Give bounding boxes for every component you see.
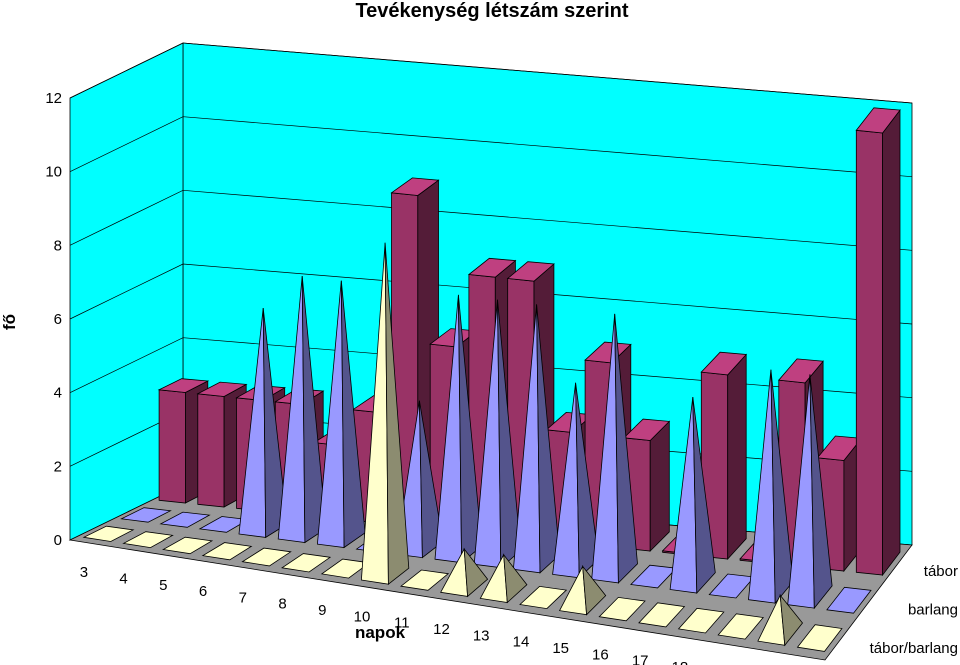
pyramid-mark [238,308,288,539]
series-label: tábor/barlang [870,640,958,657]
x-axis-title: napok [355,623,406,642]
pyramid-mark [473,299,522,569]
pyramid-mark [400,569,450,591]
bar-mark [855,107,901,577]
pyramid-mark [638,602,686,628]
x-tick-label: 9 [318,602,326,619]
series-barlang [120,275,872,614]
gridline [69,42,913,104]
series-t-bor-barlang [82,242,843,652]
x-tick-label: 14 [513,634,530,651]
x-tick-label: 18 [672,659,689,665]
pyramid-mark [161,536,214,555]
gridline [69,263,913,325]
x-tick-label: 11 [394,615,410,632]
pyramid-mark [512,304,561,574]
pyramid-mark [316,280,366,549]
y-tick-label: 6 [54,311,62,328]
chart-marks [82,107,901,652]
x-tick-label: 4 [119,571,127,588]
pyramid-mark [787,374,833,610]
pyramid-mark [241,547,292,567]
pyramid-mark [748,369,794,605]
x-tick-label: 6 [199,583,207,600]
pyramid-mark [120,507,172,523]
pyramid-mark [558,564,607,616]
y-tick-label: 8 [54,237,62,254]
pyramid-mark [277,275,327,544]
pyramid-mark [82,525,135,542]
gridline [69,189,913,251]
pyramid-mark [519,585,568,610]
y-tick-label: 0 [54,532,62,549]
pyramid-mark [757,593,804,647]
pyramid-mark [552,382,600,579]
pyramid-mark [826,586,872,614]
y-tick-label: 10 [45,164,62,181]
pyramid-mark [122,531,174,549]
pyramid-mark [159,511,211,528]
y-axis-title: fő [0,314,19,330]
y-tick-label: 4 [54,385,62,402]
pyramid-mark [440,547,489,598]
pyramid-mark [717,613,764,640]
y-tick-label: 2 [54,458,62,475]
pyramid-mark [434,294,483,564]
pyramid-mark [479,553,528,604]
x-tick-label: 5 [159,577,167,594]
x-tick-label: 15 [552,640,569,657]
pyramid-mark [201,542,253,561]
x-tick-label: 17 [632,653,649,665]
x-tick-label: 7 [239,589,247,606]
gridline [69,337,913,399]
series-label: barlang [908,602,958,619]
x-tick-label: 10 [354,608,371,625]
pyramid-mark [360,242,410,586]
x-tick-label: 16 [592,646,609,663]
y-tick-label: 12 [45,90,62,107]
pyramid-mark [591,313,638,584]
pyramid-mark [796,624,843,652]
pyramid-mark [677,607,725,634]
pyramid-mark [281,553,332,573]
chart-title: Tevékenység létszám szerint [355,0,628,22]
x-tick-label: 3 [80,564,88,581]
axis-labels: 0246810123456789101112131415161718192021… [45,90,958,665]
pyramid-mark [669,396,716,595]
x-tick-label: 8 [278,596,286,613]
gridline [69,116,913,178]
x-tick-label: 12 [433,621,450,638]
series-label: tábor [924,563,958,580]
x-tick-label: 13 [473,627,490,644]
pyramid-mark [598,596,646,622]
